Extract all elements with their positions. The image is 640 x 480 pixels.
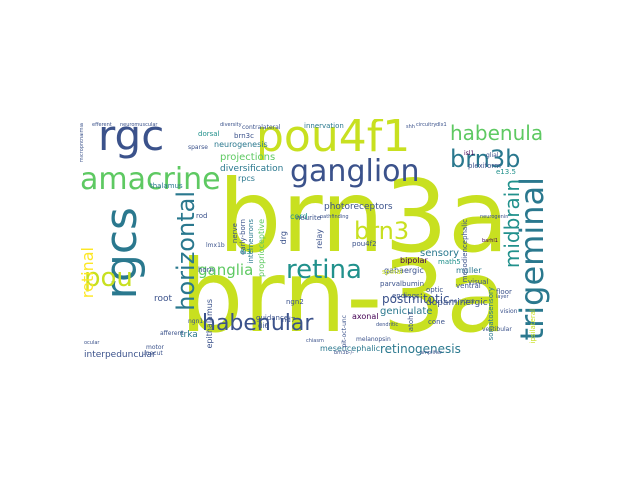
word-relay: relay bbox=[315, 229, 324, 249]
word-math5: math5 bbox=[438, 258, 461, 266]
word-proprioceptive: proprioceptive bbox=[257, 219, 266, 277]
word-visual: visual bbox=[468, 278, 489, 286]
word-rod: rod bbox=[196, 212, 208, 220]
word-projections: projections bbox=[220, 152, 276, 163]
word-di3: di3 bbox=[240, 248, 251, 256]
word-rpcs: rpcs bbox=[238, 174, 255, 183]
word-nerve: nerve bbox=[231, 223, 239, 244]
word-horn: horn bbox=[198, 266, 214, 274]
word-mesencephalic: mesencephalic bbox=[320, 344, 381, 353]
word-brn3c: brn3c bbox=[234, 132, 254, 140]
word-thalamus: thalamus bbox=[150, 182, 183, 190]
word-isl1: isl1 bbox=[464, 150, 475, 157]
word-retinal: retinal bbox=[80, 247, 97, 299]
word-interneurons: interneurons bbox=[247, 219, 255, 264]
word-midbrain: midbrain bbox=[500, 179, 524, 269]
word-dorsal: dorsal bbox=[198, 130, 220, 138]
word-brn3a: brn3a bbox=[218, 158, 510, 275]
word-photoreceptors: photoreceptors bbox=[324, 202, 393, 212]
word-interpeduncular: interpeduncular bbox=[84, 350, 156, 360]
word-unecut: unecut bbox=[142, 350, 163, 357]
word-atoh7: atoh7 bbox=[407, 311, 415, 332]
word-afferent: afferent bbox=[160, 330, 184, 337]
word-retinogenesis: retinogenesis bbox=[380, 342, 461, 356]
word-diversity: diversity bbox=[220, 122, 242, 128]
word-brn3: brn3 bbox=[354, 217, 410, 245]
word-sparse: sparse bbox=[188, 144, 208, 151]
word-pathfinding: pathfinding bbox=[320, 214, 349, 220]
word-mesodiencephalic: mesodiencephalic bbox=[461, 219, 469, 283]
word-contralateral: contralateral bbox=[242, 124, 281, 131]
word-brn3b: brn3b bbox=[450, 145, 521, 173]
word-innervation: innervation bbox=[304, 122, 344, 130]
word-nd7: nd7 bbox=[282, 316, 296, 324]
word-pit-oct-unc: pit-oct-unc bbox=[341, 315, 348, 348]
word-motor: motor bbox=[146, 344, 165, 351]
word-shh: shh bbox=[406, 124, 415, 130]
word-ngn2: ngn2 bbox=[286, 298, 304, 306]
word-guidance: guidance bbox=[256, 314, 289, 322]
word-vestibular: vestibular bbox=[482, 326, 512, 333]
word-amacrine: amacrine bbox=[80, 162, 221, 197]
word-glial: glial bbox=[486, 152, 499, 159]
word-dopaminergic: dopaminergic bbox=[426, 298, 488, 308]
word-cord: cord bbox=[290, 212, 308, 221]
word-ventral: ventral bbox=[456, 282, 481, 290]
word-ocular: ocular bbox=[84, 340, 100, 346]
word-geniculate: geniculate bbox=[380, 306, 433, 317]
word-nervous: nervous bbox=[450, 298, 475, 305]
word-layer: layer bbox=[496, 294, 509, 300]
word-microphthalmia: microphthalmia bbox=[80, 123, 85, 163]
word-drg: drg bbox=[279, 231, 288, 245]
word-efferent: efferent bbox=[92, 122, 112, 128]
word-cloud: brn3a brn-3a pou4f1 rgc rgcs amacrine ga… bbox=[80, 119, 560, 361]
word-lmx1b: lmx1b bbox=[206, 242, 225, 249]
word-dendritic: dendritic bbox=[376, 322, 399, 328]
word-melanopsin: melanopsin bbox=[356, 336, 391, 343]
word-dlx1: dlx1 bbox=[436, 122, 447, 128]
word-amplifier: amplifier bbox=[420, 350, 443, 356]
word-ganglion: ganglion bbox=[290, 154, 420, 189]
word-di6: di6 bbox=[258, 322, 269, 330]
word-epithalamus: epithalamus bbox=[205, 299, 214, 349]
word-optic: optic bbox=[426, 286, 444, 294]
word-e13-5: e13.5 bbox=[496, 168, 516, 176]
word-vision: vision bbox=[500, 308, 518, 315]
word-neurogenesis: neurogenesis bbox=[214, 140, 268, 149]
word-floor: floor bbox=[496, 288, 512, 296]
word-gabaergic: gabaergic bbox=[384, 266, 424, 275]
word-cone: cone bbox=[428, 318, 445, 326]
word-pou4f1: pou4f1 bbox=[256, 119, 411, 162]
word-plexiform: plexiform bbox=[468, 162, 501, 170]
word-rgc: rgc bbox=[98, 119, 165, 160]
word-brn3b-minus: brn3b-/- bbox=[334, 350, 354, 356]
word-neurogenin: neurogenin bbox=[480, 214, 509, 220]
word-brn-3a: brn-3a bbox=[180, 238, 508, 355]
word-axonal: axonal bbox=[352, 312, 379, 321]
word-parvalbumin: parvalbumin bbox=[380, 280, 425, 288]
word-endings: endings bbox=[392, 292, 420, 300]
word-neurite: neurite bbox=[296, 214, 322, 222]
word-circuitry: circuitry bbox=[416, 122, 437, 128]
word-habenula: habenula bbox=[450, 121, 544, 145]
word-pou4f2: pou4f2 bbox=[352, 240, 377, 248]
word-pou: pou bbox=[84, 263, 133, 293]
word-postmitotic: postmitotic bbox=[382, 292, 450, 306]
word-muller: muller bbox=[456, 266, 482, 275]
word-sensory: sensory bbox=[420, 248, 460, 259]
word-neuromuscular: neuromuscular bbox=[120, 122, 158, 128]
word-horizontal: horizontal bbox=[172, 191, 200, 311]
word-ipsilateral: ipsilateral bbox=[529, 309, 537, 344]
word-chiasm: chiasm bbox=[306, 338, 324, 344]
word-diversification: diversification bbox=[220, 164, 284, 174]
word-root: root bbox=[154, 294, 173, 304]
word-habenular: habenular bbox=[202, 311, 314, 336]
word-barhl1: barhl1 bbox=[482, 238, 498, 244]
word-trka: trka bbox=[180, 330, 198, 340]
word-bipolar: bipolar bbox=[400, 256, 428, 265]
word-spinal: spinal bbox=[382, 268, 403, 276]
word-ngn1: ngn1 bbox=[188, 318, 204, 325]
word-retina: retina bbox=[286, 255, 362, 285]
word-ganglia: ganglia bbox=[198, 261, 254, 279]
